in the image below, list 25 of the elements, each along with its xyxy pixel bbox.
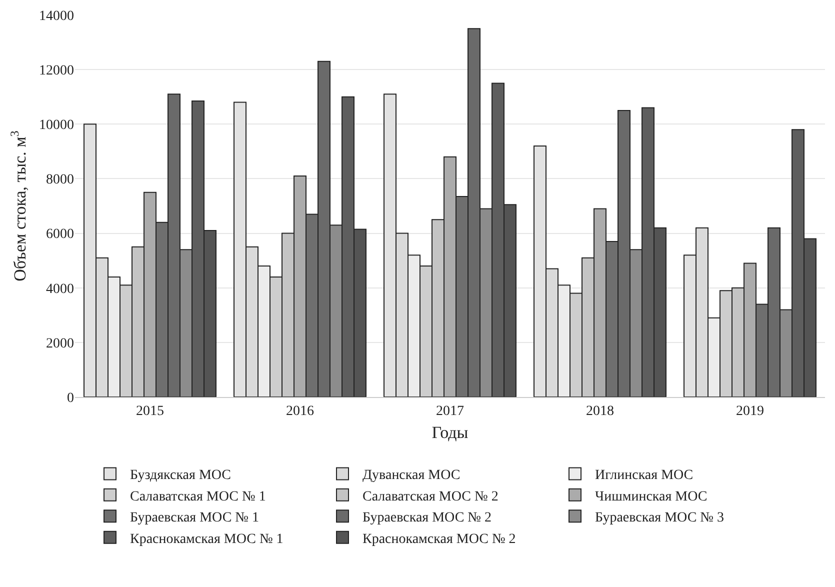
- y-tick-label: 14000: [39, 8, 74, 24]
- y-tick-label: 10000: [39, 118, 74, 134]
- legend-label: Салаватская МОС № 1: [130, 489, 266, 504]
- legend-label: Бураевская МОС № 3: [595, 510, 724, 526]
- legend-label: Краснокамская МОС № 1: [130, 532, 284, 547]
- legend-label: Буздякская МОС: [130, 468, 232, 484]
- y-tick-label: 0: [67, 390, 74, 406]
- x-tick-label: 2018: [586, 404, 614, 419]
- y-tick-label: 4000: [46, 282, 74, 297]
- x-tick-label: 2015: [136, 404, 164, 419]
- x-tick-label: 2019: [736, 404, 764, 419]
- legend-label: Бураевская МОС № 2: [362, 510, 492, 526]
- y-tick-label: 6000: [46, 227, 74, 242]
- x-tick-label: 2016: [286, 404, 314, 419]
- legend-label: Бураевская МОС № 1: [130, 510, 260, 526]
- x-axis-title: Годы: [432, 423, 469, 442]
- y-tick-label: 2000: [46, 336, 74, 352]
- legend-label: Краснокамская МОС № 2: [362, 532, 516, 547]
- legend-label: Чишминская МОС: [595, 489, 708, 504]
- legend-label: Салаватская МОС № 2: [362, 489, 498, 504]
- y-tick-label: 8000: [46, 172, 74, 188]
- legend-label: Иглинская МОС: [595, 468, 694, 484]
- y-tick-label: 12000: [39, 63, 74, 78]
- x-tick-label: 2017: [436, 404, 464, 419]
- legend-label: Дуванская МОС: [362, 468, 460, 484]
